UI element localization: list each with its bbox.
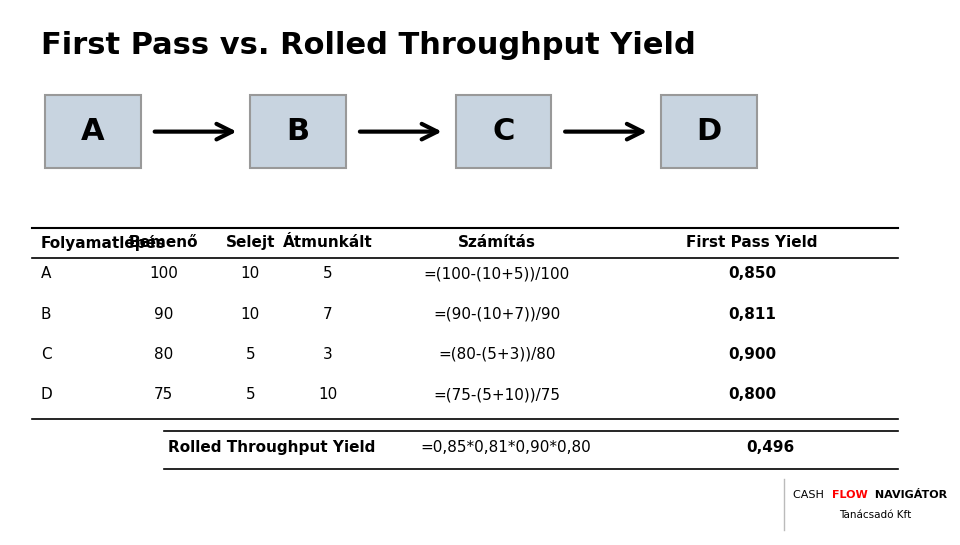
Text: B: B [40,307,51,322]
Text: First Pass vs. Rolled Throughput Yield: First Pass vs. Rolled Throughput Yield [40,31,695,60]
Text: CASH: CASH [793,490,828,500]
Text: FLOW: FLOW [832,490,868,500]
Text: 5: 5 [324,267,333,281]
Text: D: D [40,387,53,402]
FancyBboxPatch shape [660,95,756,168]
Text: 90: 90 [154,307,174,322]
Text: Számítás: Számítás [458,235,536,250]
Text: =(90-(10+7))/90: =(90-(10+7))/90 [433,307,561,322]
Text: 0,900: 0,900 [728,347,776,362]
FancyBboxPatch shape [456,95,551,168]
Text: Bemenő: Bemenő [129,235,199,250]
Text: 0,800: 0,800 [728,387,776,402]
Text: =(80-(5+3))/80: =(80-(5+3))/80 [438,347,556,362]
Text: NAVIGÁTOR: NAVIGÁTOR [872,490,948,500]
Text: Tanácsadó Kft: Tanácsadó Kft [839,510,911,520]
Text: 3: 3 [324,347,333,362]
Text: 80: 80 [155,347,174,362]
Text: B: B [287,117,310,146]
Text: Rolled Throughput Yield: Rolled Throughput Yield [168,440,375,455]
Text: 10: 10 [241,267,260,281]
Text: 10: 10 [319,387,338,402]
Text: 5: 5 [246,347,255,362]
Text: =0,85*0,81*0,90*0,80: =0,85*0,81*0,90*0,80 [420,440,591,455]
Text: First Pass Yield: First Pass Yield [686,235,818,250]
Text: A: A [82,117,105,146]
Text: 0,811: 0,811 [728,307,776,322]
Text: C: C [40,347,51,362]
Text: 0,850: 0,850 [728,267,776,281]
Text: 0,496: 0,496 [746,440,794,455]
Text: 75: 75 [155,387,174,402]
Text: A: A [40,267,51,281]
FancyBboxPatch shape [251,95,347,168]
Text: Selejt: Selejt [226,235,276,250]
Text: 100: 100 [150,267,179,281]
Text: =(100-(10+5))/100: =(100-(10+5))/100 [423,267,570,281]
Text: Folyamatlépés: Folyamatlépés [40,235,166,251]
Text: 10: 10 [241,307,260,322]
Text: 5: 5 [246,387,255,402]
Text: 7: 7 [324,307,333,322]
Text: =(75-(5+10))/75: =(75-(5+10))/75 [433,387,560,402]
FancyBboxPatch shape [45,95,141,168]
Text: C: C [492,117,515,146]
Text: D: D [696,117,721,146]
Text: Átmunkált: Átmunkált [283,235,372,250]
